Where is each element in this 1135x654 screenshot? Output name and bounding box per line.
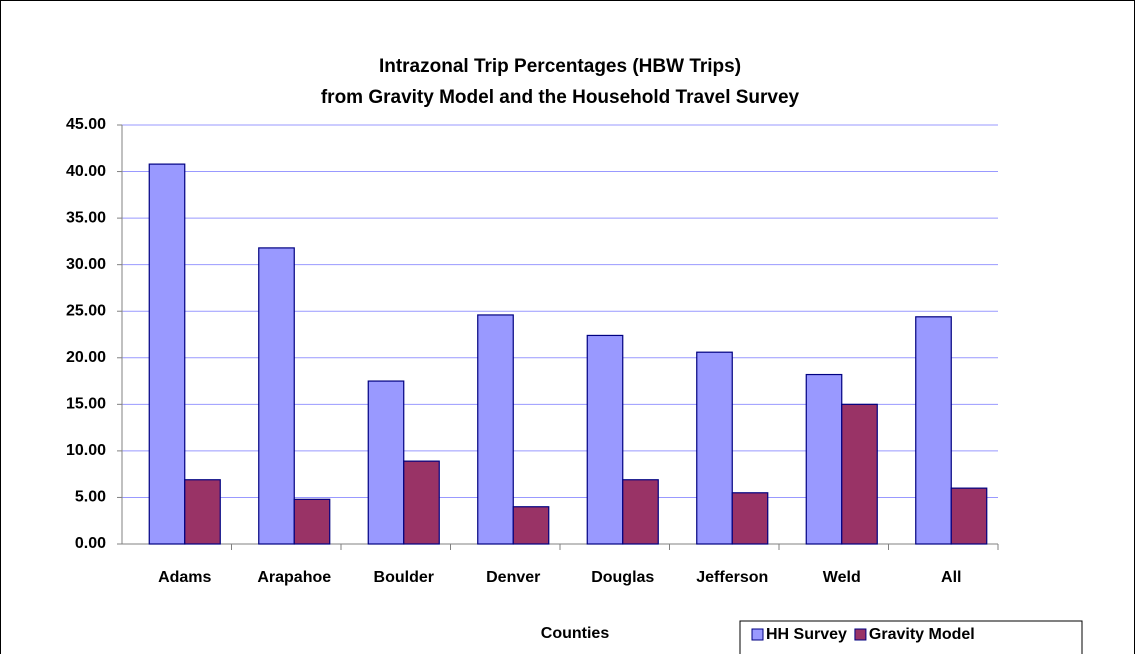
bar [367, 380, 405, 545]
x-tick-label: Douglas [591, 569, 654, 586]
bar [586, 334, 624, 545]
y-tick-label: 25.00 [66, 302, 106, 319]
bar [258, 247, 295, 545]
x-tick-label: Adams [158, 569, 211, 586]
bar [512, 506, 550, 545]
legend-swatch [751, 628, 764, 641]
y-tick-label: 20.00 [66, 349, 106, 366]
y-tick-label: 35.00 [66, 209, 106, 226]
y-tick-label: 0.00 [75, 535, 106, 552]
x-tick-label: Denver [486, 569, 540, 586]
y-tick-label: 15.00 [66, 396, 106, 413]
x-tick-label: Boulder [374, 569, 434, 586]
chart-title: Intrazonal Trip Percentages (HBW Trips) [379, 56, 741, 77]
bar [293, 498, 331, 545]
bar [622, 479, 659, 545]
y-tick-label: 30.00 [66, 256, 106, 273]
x-tick-label: Jefferson [696, 569, 768, 586]
bar [148, 163, 186, 545]
legend-swatch [854, 628, 867, 641]
legend-label: Gravity Model [869, 626, 975, 643]
x-tick-label: Arapahoe [257, 569, 331, 586]
y-tick-label: 5.00 [75, 489, 106, 506]
chart-title: from Gravity Model and the Household Tra… [321, 87, 800, 108]
y-tick-label: 45.00 [66, 116, 106, 133]
bar [841, 403, 878, 545]
bar [915, 316, 952, 545]
bar [184, 479, 221, 545]
bar [805, 373, 843, 545]
bar [731, 492, 769, 545]
x-tick-label: All [941, 569, 961, 586]
bar [950, 487, 988, 545]
bar [477, 314, 514, 545]
x-axis-label: Counties [541, 625, 610, 642]
y-tick-label: 10.00 [66, 442, 106, 459]
y-tick-label: 40.00 [66, 163, 106, 180]
bar [696, 351, 733, 545]
bar [403, 460, 440, 545]
legend-box [739, 620, 1083, 654]
x-tick-label: Weld [823, 569, 861, 586]
legend-label: HH Survey [766, 626, 847, 643]
